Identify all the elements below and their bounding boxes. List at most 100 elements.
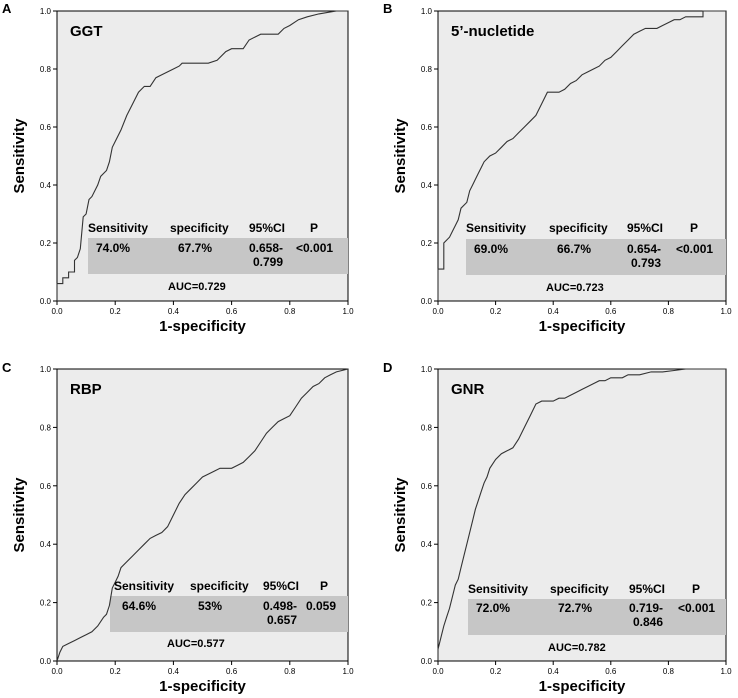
stats-box xyxy=(88,238,348,274)
x-tick-label: 0.6 xyxy=(605,667,617,676)
x-tick-label: 0.8 xyxy=(663,307,675,316)
p-value: <0.001 xyxy=(678,601,715,615)
ci-upper-value: 0.846 xyxy=(633,615,663,629)
marker-title: GNR xyxy=(451,381,485,398)
marker-title: 5’-nucletide xyxy=(451,23,534,40)
x-tick-label: 0.4 xyxy=(548,307,560,316)
y-tick-label: 0.4 xyxy=(40,181,52,190)
x-tick-label: 0.0 xyxy=(432,667,444,676)
y-tick-label: 0.0 xyxy=(40,297,52,306)
specificity-value: 72.7% xyxy=(558,601,592,615)
stats-header: 95%CI xyxy=(629,582,665,596)
ci-lower-value: 0.658- xyxy=(249,241,283,255)
ci-upper-value: 0.793 xyxy=(631,256,661,270)
auc-label: AUC=0.577 xyxy=(167,638,225,650)
stats-header: 95%CI xyxy=(249,221,285,235)
ci-lower-value: 0.654- xyxy=(627,242,661,256)
y-tick-label: 0.6 xyxy=(421,482,433,491)
x-tick-label: 0.2 xyxy=(490,307,502,316)
stats-header: 95%CI xyxy=(627,221,663,235)
roc-curve xyxy=(437,368,726,661)
x-tick-label: 1.0 xyxy=(720,307,732,316)
ci-lower-value: 0.719- xyxy=(629,601,663,615)
y-tick-label: 0.4 xyxy=(40,540,52,549)
y-tick-label: 0.8 xyxy=(421,423,433,432)
roc-panel-d: 0.0 0.2 0.4 0.6 0.8 1.0 0.0 0.2 0.4 0.6 0.8 1.0 D GNR… xyxy=(383,360,732,695)
stats-box xyxy=(466,239,726,275)
x-tick-label: 0.4 xyxy=(168,667,180,676)
y-axis-title: Sensitivity xyxy=(392,477,409,553)
x-tick-label: 0.8 xyxy=(284,667,296,676)
y-tick-label: 1.0 xyxy=(421,365,433,374)
y-axis-title: Sensitivity xyxy=(392,118,409,194)
x-tick-label: 1.0 xyxy=(720,667,732,676)
auc-label: AUC=0.729 xyxy=(168,281,226,293)
y-tick-label: 0.6 xyxy=(40,123,52,132)
y-tick-label: 0.2 xyxy=(421,239,433,248)
p-value: 0.059 xyxy=(306,599,336,613)
y-tick-label: 0.6 xyxy=(40,482,52,491)
x-tick-label: 0.0 xyxy=(51,307,63,316)
x-tick-label: 1.0 xyxy=(342,307,354,316)
stats-header: P xyxy=(310,221,318,235)
y-tick-label: 0.0 xyxy=(40,657,52,666)
y-tick-label: 0.6 xyxy=(421,123,433,132)
y-axis-title: Sensitivity xyxy=(11,118,28,194)
x-axis-title: 1-specificity xyxy=(159,318,246,335)
stats-header: Sensitivity xyxy=(466,221,526,235)
y-tick-label: 1.0 xyxy=(421,7,433,16)
x-tick-label: 0.2 xyxy=(490,667,502,676)
specificity-value: 67.7% xyxy=(178,241,212,255)
y-tick-label: 0.4 xyxy=(421,181,433,190)
x-axis-title: 1-specificity xyxy=(539,318,626,335)
sensitivity-value: 69.0% xyxy=(474,242,508,256)
stats-box xyxy=(468,599,726,635)
x-tick-label: 0.6 xyxy=(605,307,617,316)
stats-header: P xyxy=(320,579,328,593)
y-tick-label: 0.8 xyxy=(40,65,52,74)
ci-upper-value: 0.799 xyxy=(253,255,283,269)
ci-upper-value: 0.657 xyxy=(267,613,297,627)
y-tick-label: 0.8 xyxy=(40,423,52,432)
x-tick-label: 0.2 xyxy=(110,667,122,676)
specificity-value: 53% xyxy=(198,599,222,613)
y-tick-label: 0.2 xyxy=(421,599,433,608)
y-tick-label: 1.0 xyxy=(40,365,52,374)
y-tick-label: 0.2 xyxy=(40,239,52,248)
stats-header: specificity xyxy=(550,582,609,596)
specificity-value: 66.7% xyxy=(557,242,591,256)
auc-label: AUC=0.782 xyxy=(548,642,606,654)
ci-lower-value: 0.498- xyxy=(263,599,297,613)
sensitivity-value: 72.0% xyxy=(476,601,510,615)
x-axis-title: 1-specificity xyxy=(539,678,626,695)
sensitivity-value: 64.6% xyxy=(122,599,156,613)
x-tick-label: 0.4 xyxy=(168,307,180,316)
sensitivity-value: 74.0% xyxy=(96,241,130,255)
stats-header: Sensitivity xyxy=(114,579,174,593)
stats-header: specificity xyxy=(170,221,229,235)
y-tick-label: 0.0 xyxy=(421,657,433,666)
x-tick-label: 0.0 xyxy=(51,667,63,676)
x-tick-label: 0.8 xyxy=(284,307,296,316)
y-tick-label: 0.0 xyxy=(421,297,433,306)
p-value: <0.001 xyxy=(676,242,713,256)
x-tick-label: 0.8 xyxy=(663,667,675,676)
stats-header: P xyxy=(690,221,698,235)
stats-header: P xyxy=(692,582,700,596)
x-tick-label: 0.6 xyxy=(226,667,238,676)
p-value: <0.001 xyxy=(296,241,333,255)
roc-panel-a: 0.0 0.2 0.4 0.6 0.8 1.0 0.0 0.2 0.4 0.6 0.8 1.0 A GGT… xyxy=(2,1,354,335)
stats-header: specificity xyxy=(190,579,249,593)
stats-header: Sensitivity xyxy=(88,221,148,235)
stats-header: Sensitivity xyxy=(468,582,528,596)
y-axis-title: Sensitivity xyxy=(11,477,28,553)
y-tick-label: 0.4 xyxy=(421,540,433,549)
x-tick-label: 0.2 xyxy=(110,307,122,316)
roc-panel-c: 0.0 0.2 0.4 0.6 0.8 1.0 0.0 0.2 0.4 0.6 0.8 1.0 C RBP… xyxy=(2,360,354,695)
stats-header: 95%CI xyxy=(263,579,299,593)
y-tick-label: 0.8 xyxy=(421,65,433,74)
y-tick-label: 0.2 xyxy=(40,599,52,608)
roc-panel-b: 0.0 0.2 0.4 0.6 0.8 1.0 0.0 0.2 0.4 0.6 0.8 1.0 B 5’-… xyxy=(383,1,732,335)
panel-letter: A xyxy=(2,1,12,16)
